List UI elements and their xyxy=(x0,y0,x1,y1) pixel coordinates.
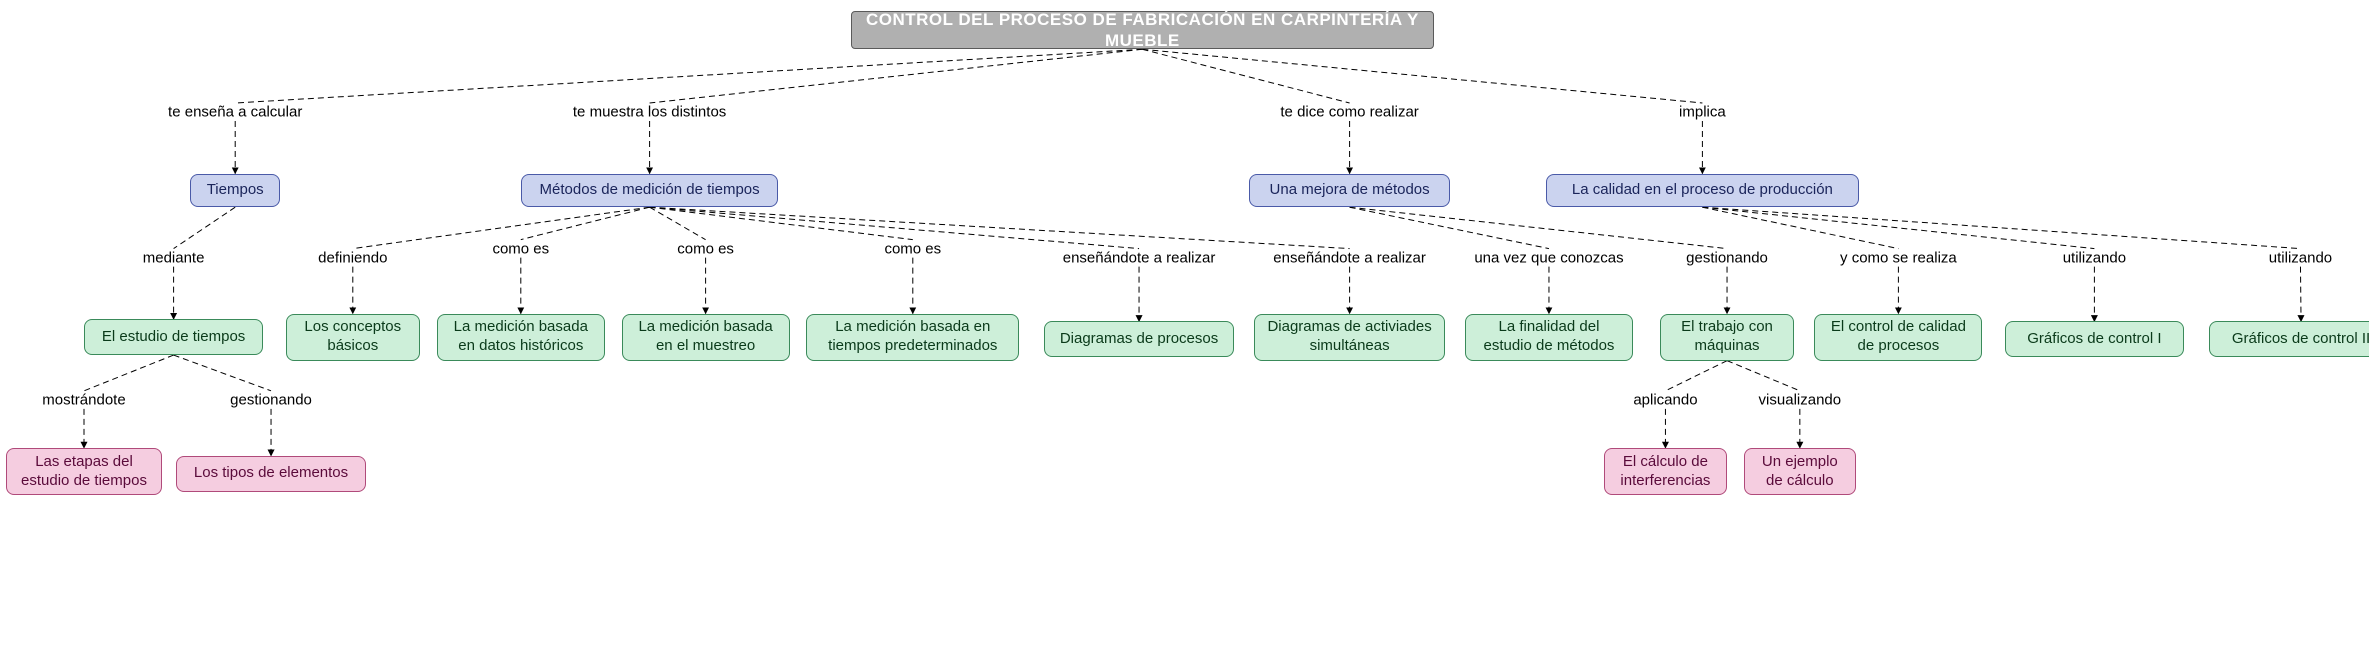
node-diagproc: Diagramas de procesos xyxy=(1044,321,1234,357)
edge-seg xyxy=(1350,207,1549,248)
node-calidad: La calidad en el proceso de producción xyxy=(1546,174,1860,208)
edge-label-l_comoes2: como es xyxy=(677,240,734,257)
edge-seg xyxy=(235,49,1142,103)
node-graf1: Gráficos de control I xyxy=(2005,321,2184,357)
node-tiempos: Tiempos xyxy=(190,174,280,208)
node-mejora: Una mejora de métodos xyxy=(1249,174,1451,208)
edge-seg xyxy=(1142,49,1349,103)
node-muestreo: La medición basada en el muestreo xyxy=(622,314,790,361)
edge-label-l_gestmaq: gestionando xyxy=(1686,249,1768,266)
node-graf2: Gráficos de control II xyxy=(2209,321,2369,357)
node-estudio: El estudio de tiempos xyxy=(84,319,263,355)
node-ejcalc: Un ejemplo de cálculo xyxy=(1744,448,1856,495)
edge-label-l_util1: utilizando xyxy=(2063,249,2126,266)
edge-label-l_implica: implica xyxy=(1679,104,1726,121)
edge-label-l_gestion: gestionando xyxy=(230,391,312,408)
edge-label-l_calcular: te enseña a calcular xyxy=(168,104,302,121)
edge-label-l_dice: te dice como realizar xyxy=(1280,104,1418,121)
edge-label-l_muestra: te muestra los distintos xyxy=(573,104,726,121)
edge-label-l_ensreal1: enseñándote a realizar xyxy=(1063,249,1216,266)
node-controlcal: El control de calidad de procesos xyxy=(1814,314,1982,361)
edge-label-l_visual: visualizando xyxy=(1759,391,1842,408)
edge-seg xyxy=(174,355,271,391)
edge-seg xyxy=(1702,207,2094,248)
node-predet: La medición basada en tiempos predetermi… xyxy=(806,314,1019,361)
edge-seg xyxy=(1665,361,1727,391)
edge-seg xyxy=(650,49,1143,103)
edge-seg xyxy=(174,207,236,248)
node-finalidad: La finalidad del estudio de métodos xyxy=(1465,314,1633,361)
edge-seg xyxy=(1727,361,1800,391)
edge-label-l_ycomo: y como se realiza xyxy=(1840,249,1957,266)
edge-seg xyxy=(650,207,913,239)
edge-label-l_unavez: una vez que conozcas xyxy=(1474,249,1623,266)
node-conceptos: Los conceptos básicos xyxy=(286,314,420,361)
edge-label-l_util2: utilizando xyxy=(2269,249,2332,266)
edge-seg xyxy=(1142,49,1702,103)
edge-seg xyxy=(521,207,650,239)
edge-seg xyxy=(1702,207,1898,248)
node-root: CONTROL DEL PROCESO DE FABRICACIÓN EN CA… xyxy=(851,11,1433,49)
edge-seg xyxy=(1702,207,2300,248)
node-historicos: La medición basada en datos históricos xyxy=(437,314,605,361)
node-trabmaq: El trabajo con máquinas xyxy=(1660,314,1794,361)
edge-seg xyxy=(650,207,1350,248)
edge-label-l_aplicando: aplicando xyxy=(1633,391,1697,408)
edge-label-l_mediante: mediante xyxy=(143,249,205,266)
node-metodos: Métodos de medición de tiempos xyxy=(521,174,779,208)
edge-seg-arrow xyxy=(2300,267,2301,322)
edge-seg xyxy=(650,207,706,239)
node-calcinterf: El cálculo de interferencias xyxy=(1604,448,1727,495)
edge-label-l_definiendo: definiendo xyxy=(318,249,387,266)
edge-label-l_mostrando: mostrándote xyxy=(42,391,125,408)
node-etapas: Las etapas del estudio de tiempos xyxy=(6,448,163,495)
node-tiposelem: Los tipos de elementos xyxy=(176,456,366,492)
edge-label-l_comoes1: como es xyxy=(492,240,549,257)
edge-label-l_ensreal2: enseñándote a realizar xyxy=(1273,249,1426,266)
edge-seg xyxy=(1350,207,1727,248)
edge-label-l_comoes3: como es xyxy=(884,240,941,257)
edge-seg xyxy=(84,355,174,391)
node-diagact: Diagramas de activiades simultáneas xyxy=(1254,314,1444,361)
